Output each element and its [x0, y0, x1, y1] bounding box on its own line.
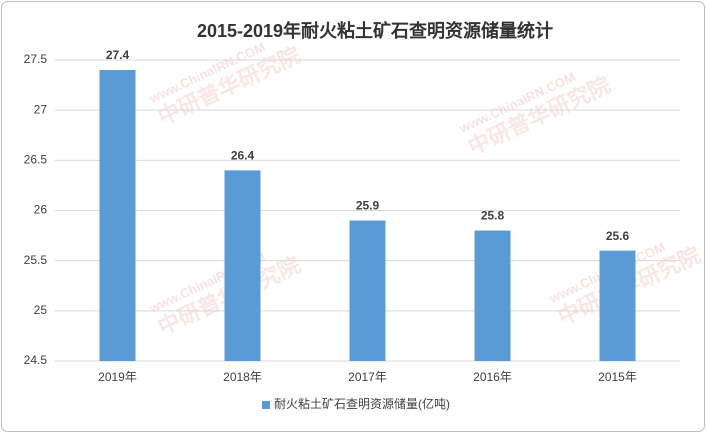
y-tick-label: 25.5: [24, 253, 48, 267]
x-tick-label: 2016年: [473, 370, 512, 384]
bar: [474, 230, 511, 361]
value-label: 26.4: [231, 149, 255, 163]
bar: [99, 70, 136, 362]
bar: [599, 250, 636, 361]
chart-title: 2015-2019年耐火粘土矿石查明资源储量统计: [197, 20, 553, 41]
x-tick-label: 2017年: [348, 370, 387, 384]
value-label: 25.6: [606, 229, 630, 243]
legend-label: 耐火粘土矿石查明资源储量(亿吨): [274, 396, 450, 411]
x-tick-label: 2019年: [98, 370, 137, 384]
bar: [224, 170, 261, 361]
legend-swatch: [262, 401, 270, 409]
y-tick-label: 26: [34, 203, 48, 217]
y-tick-label: 27.5: [24, 52, 48, 66]
value-label: 25.8: [481, 209, 505, 223]
value-label: 25.9: [356, 199, 380, 213]
y-tick-label: 26.5: [24, 153, 48, 167]
value-label: 27.4: [106, 48, 130, 62]
bar: [349, 220, 386, 361]
x-tick-label: 2015年: [598, 370, 637, 384]
y-tick-label: 25: [34, 303, 48, 317]
y-tick-label: 24.5: [24, 353, 48, 367]
x-tick-label: 2018年: [223, 370, 262, 384]
y-tick-label: 27: [34, 102, 48, 116]
